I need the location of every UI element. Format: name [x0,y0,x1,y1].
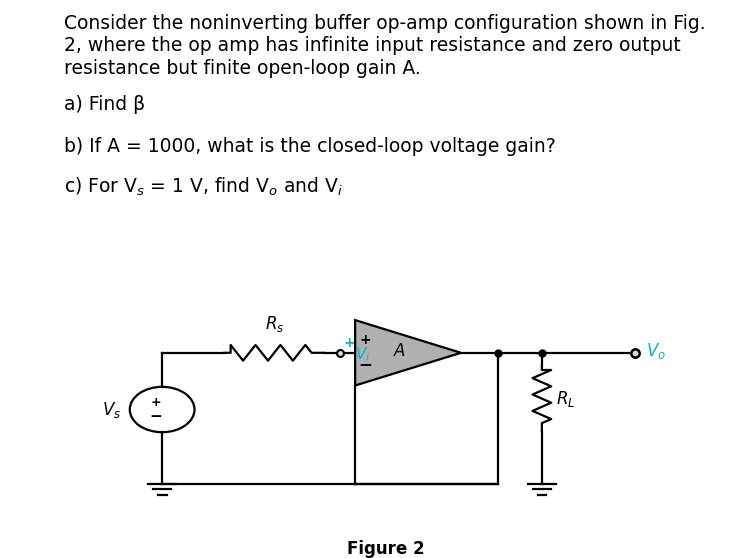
Text: +: + [151,396,161,408]
Text: a) Find β: a) Find β [64,95,145,114]
Text: +: + [343,336,355,350]
Text: −: − [358,358,370,373]
Text: −: − [149,410,162,425]
Text: $V_o$: $V_o$ [646,340,667,360]
Text: Consider the noninverting buffer op-amp configuration shown in Fig.: Consider the noninverting buffer op-amp … [64,14,705,33]
Text: $R_s$: $R_s$ [265,315,284,334]
Polygon shape [356,320,461,386]
Text: $R_L$: $R_L$ [556,388,575,408]
Text: $V_s$: $V_s$ [101,400,121,420]
Text: −: − [359,358,372,373]
Text: 2, where the op amp has infinite input resistance and zero output: 2, where the op amp has infinite input r… [64,36,680,55]
Text: b) If A = 1000, what is the closed-loop voltage gain?: b) If A = 1000, what is the closed-loop … [64,137,556,156]
Text: resistance but finite open-loop gain A.: resistance but finite open-loop gain A. [64,59,421,78]
Text: +: + [360,333,371,347]
Text: A: A [394,341,406,359]
Text: Figure 2: Figure 2 [347,540,425,558]
Text: c) For V$_s$ = 1 V, find V$_o$ and V$_i$: c) For V$_s$ = 1 V, find V$_o$ and V$_i$ [64,176,343,198]
Text: $V_i$: $V_i$ [356,345,370,364]
